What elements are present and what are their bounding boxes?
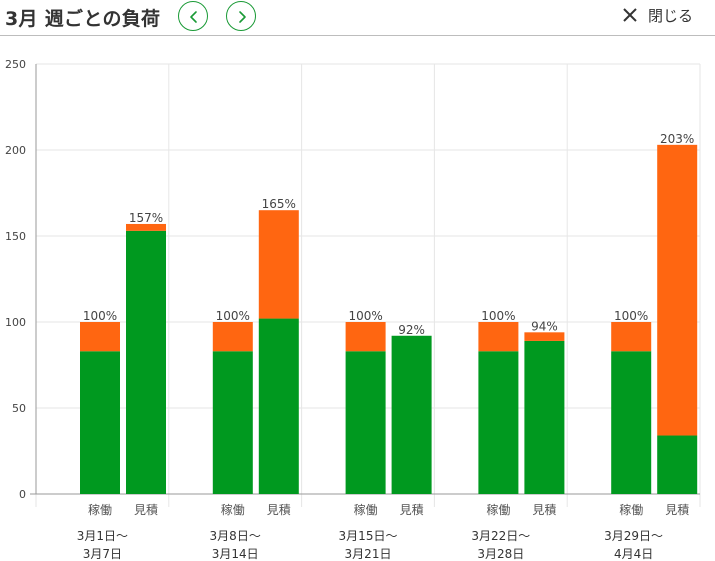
bar-base (611, 351, 652, 494)
bar-total-label: 100% (481, 309, 515, 323)
bar-base (212, 351, 253, 494)
prev-week-button[interactable] (178, 1, 208, 31)
chevron-left-icon (190, 11, 197, 23)
page-title: 3月 週ごとの負荷 (5, 8, 161, 30)
y-tick-label: 0 (19, 488, 26, 501)
week-range-line1: 3月22日〜 (471, 529, 530, 543)
bar-excess (126, 223, 166, 231)
week-range-line1: 3月8日〜 (210, 529, 261, 543)
bar-total-label: 100% (614, 309, 648, 323)
y-tick-label: 100 (5, 316, 26, 329)
bar-base (80, 351, 120, 494)
bar-base (524, 340, 565, 494)
bar-total-label: 203% (660, 132, 694, 146)
bar-excess (345, 322, 386, 352)
bar-excess (258, 210, 299, 319)
bar-base (478, 351, 519, 494)
bar-category-label: 見積 (267, 502, 291, 517)
bar-excess (611, 322, 652, 352)
bar-excess (212, 322, 253, 352)
bar-excess (478, 322, 519, 352)
week-range-line1: 3月1日〜 (77, 529, 128, 543)
y-tick-label: 250 (5, 58, 26, 71)
y-tick-label: 50 (12, 402, 26, 415)
y-tick-label: 200 (5, 144, 26, 157)
week-range-line1: 3月29日〜 (604, 529, 663, 543)
week-range-line2: 3月14日 (212, 547, 259, 561)
week-range-line2: 3月21日 (345, 547, 392, 561)
bar-total-label: 100% (83, 309, 117, 323)
bar-base (258, 318, 299, 494)
week-range-line2: 3月7日 (83, 547, 122, 561)
header-divider (0, 35, 715, 36)
week-range-line2: 3月28日 (477, 547, 524, 561)
bar-category-label: 見積 (400, 502, 424, 517)
bar-category-label: 見積 (665, 502, 689, 517)
next-week-button[interactable] (226, 1, 256, 31)
bar-category-label: 稼働 (88, 502, 112, 517)
bar-total-label: 157% (129, 211, 163, 225)
y-tick-label: 150 (5, 230, 26, 243)
page-header: 3月 週ごとの負荷 閉じる (0, 0, 715, 36)
bar-base (391, 335, 432, 494)
bar-total-label: 165% (262, 197, 296, 211)
bar-excess (657, 144, 698, 436)
bar-category-label: 稼働 (354, 502, 378, 517)
bar-total-label: 94% (531, 319, 558, 333)
week-range-line2: 4月4日 (614, 547, 653, 561)
bar-category-label: 稼働 (486, 502, 510, 517)
week-range-line1: 3月15日〜 (339, 529, 398, 543)
close-icon (623, 8, 637, 22)
close-label: 閉じる (648, 7, 694, 25)
close-button[interactable]: 閉じる (623, 5, 703, 27)
bar-category-label: 稼働 (619, 502, 643, 517)
bar-base (657, 435, 698, 494)
bar-total-label: 100% (216, 309, 250, 323)
chevron-right-icon (239, 11, 246, 23)
bar-category-label: 見積 (134, 502, 158, 517)
bar-excess (524, 332, 565, 341)
weekly-load-chart: 0 50 100 150 200 250 100% 稼働 157% 見積 3月1日〜 3月7日 100%… (5, 58, 701, 561)
bar-base (345, 351, 386, 494)
bar-base (126, 230, 166, 494)
bar-category-label: 稼働 (221, 502, 245, 517)
bar-category-label: 見積 (532, 502, 556, 517)
bar-total-label: 92% (398, 323, 425, 337)
bar-excess (80, 322, 120, 352)
bar-total-label: 100% (348, 309, 382, 323)
